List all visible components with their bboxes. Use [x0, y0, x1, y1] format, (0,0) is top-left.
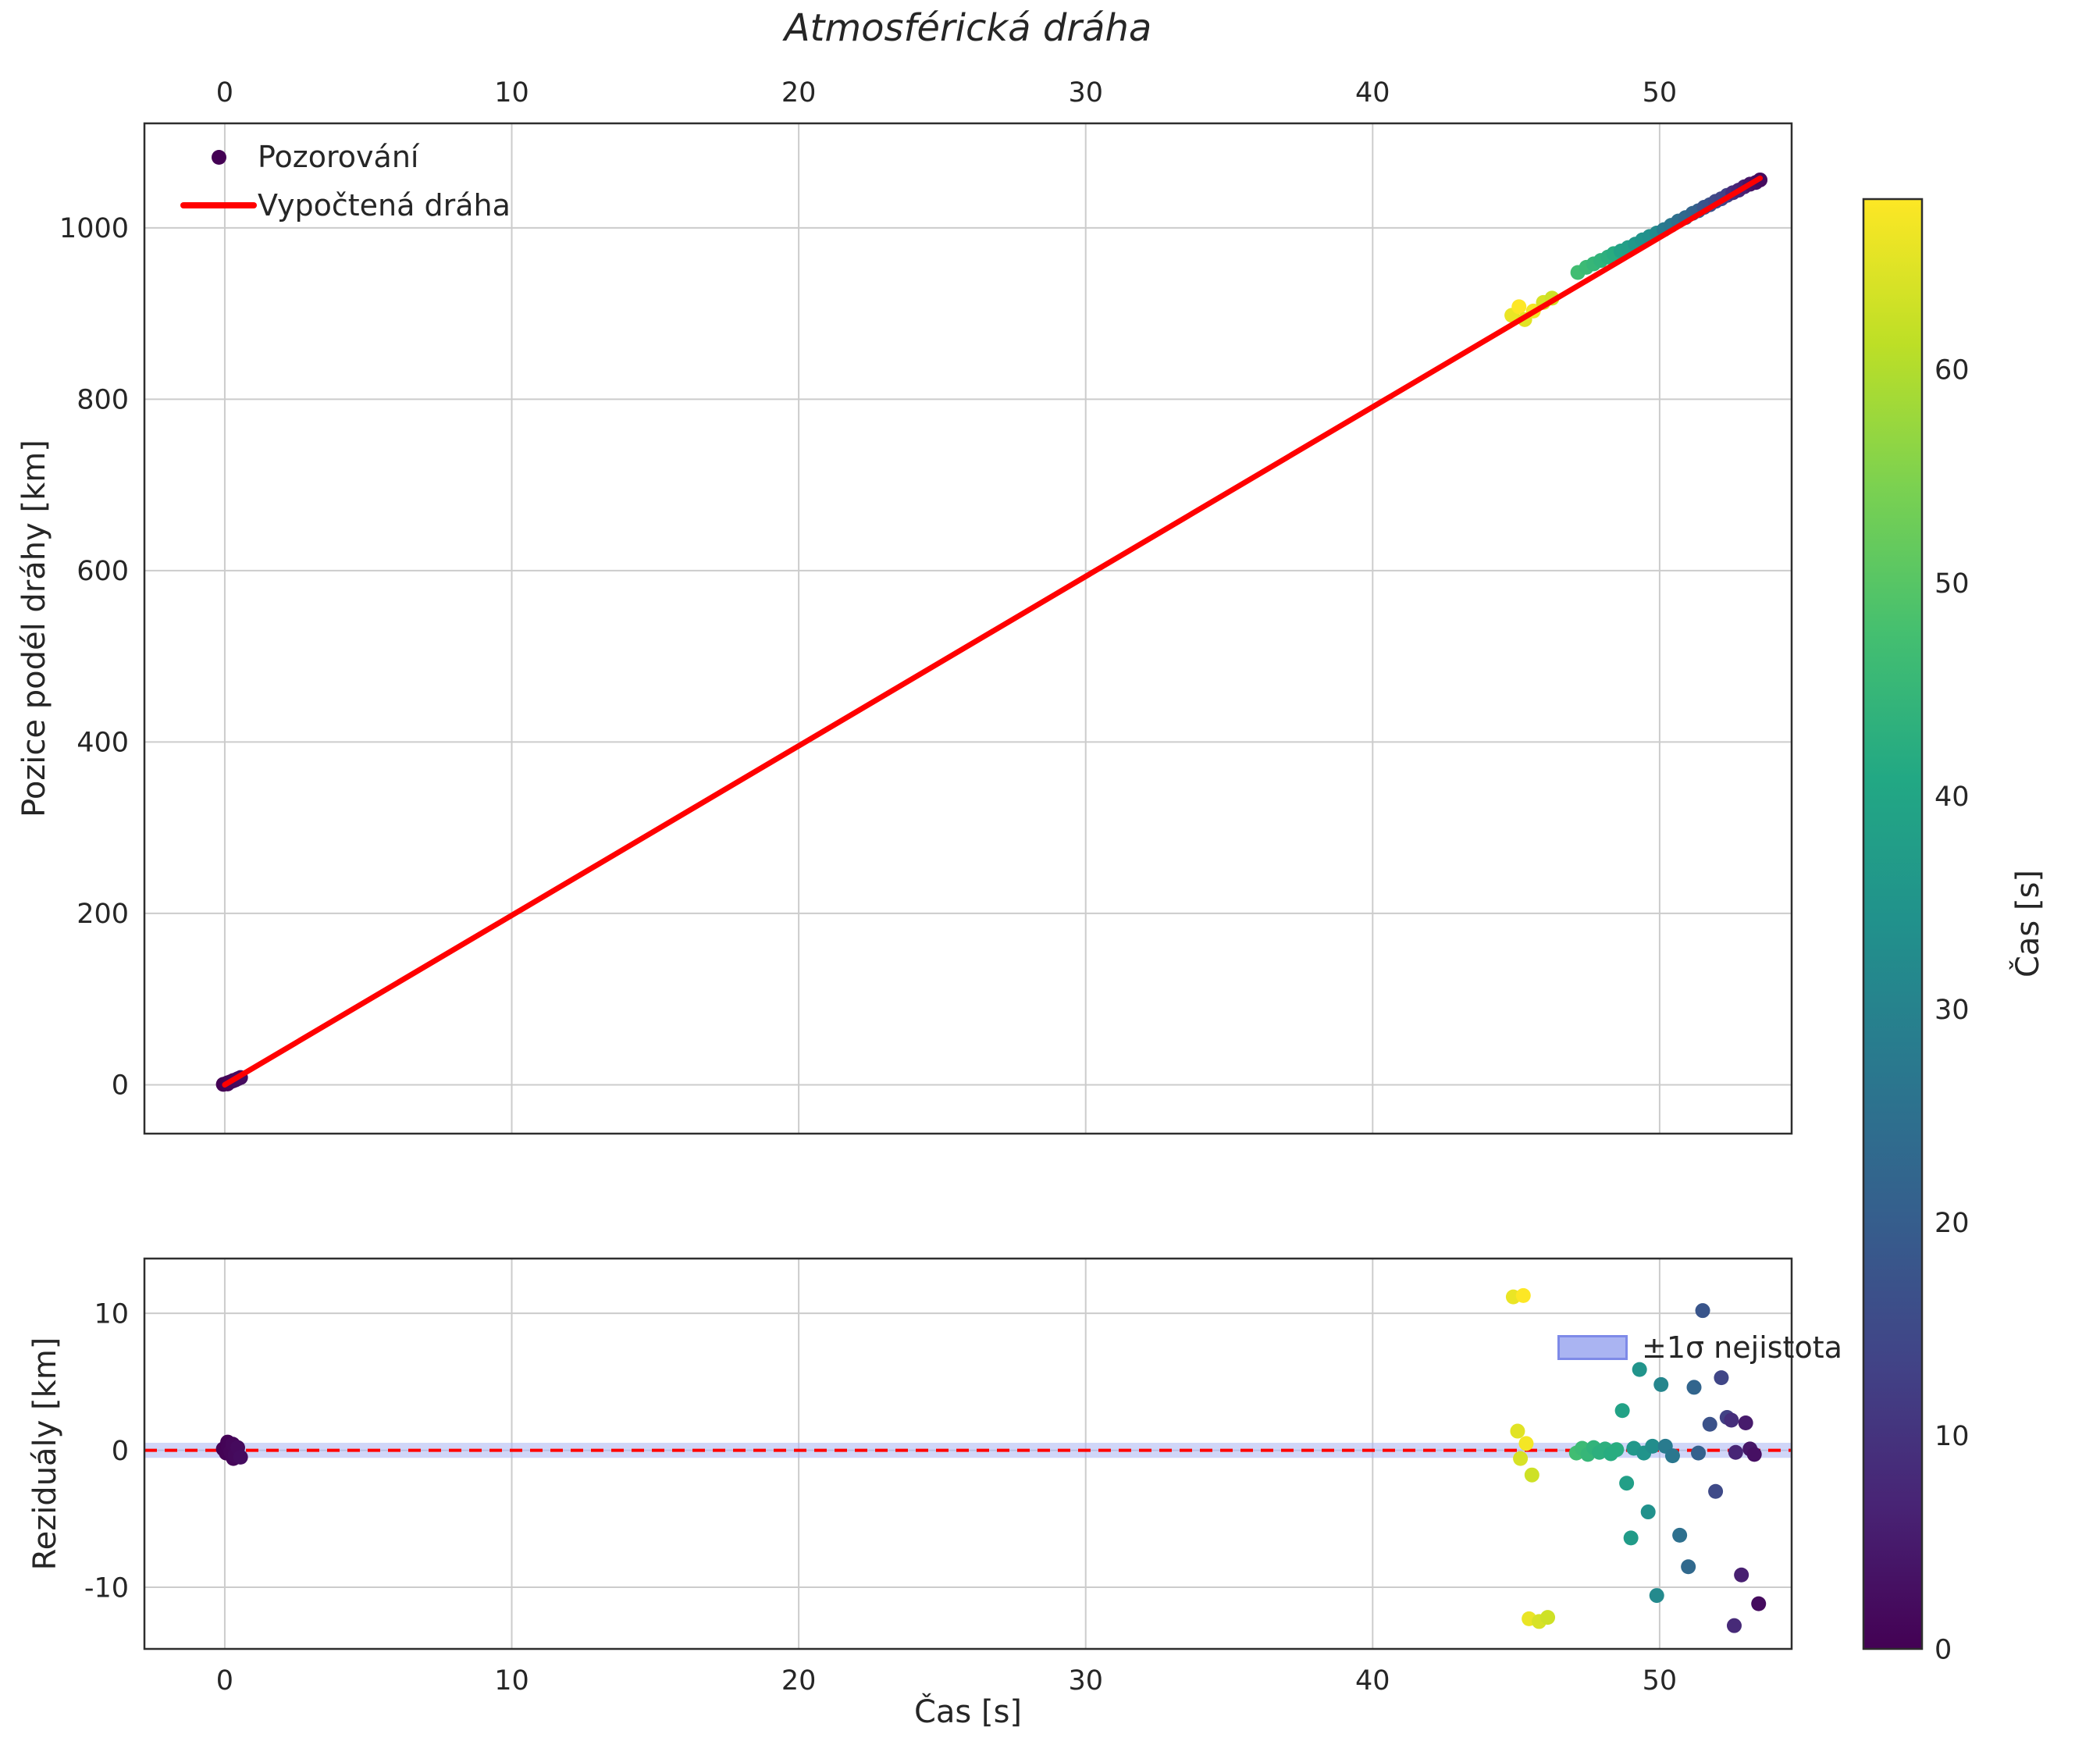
x-tick-label: 40 — [1355, 1665, 1390, 1697]
y-tick-label: 0 — [112, 1436, 129, 1467]
scatter-point — [233, 1449, 248, 1465]
x-tick-label: 30 — [1068, 1665, 1103, 1697]
scatter-point — [1640, 1504, 1656, 1520]
y-tick-label: 1000 — [59, 213, 129, 244]
scatter-point — [1746, 1447, 1762, 1462]
colorbar-gradient — [1863, 199, 1922, 1649]
scatter-point — [1540, 1610, 1556, 1625]
scatter-point — [1702, 1416, 1717, 1432]
x-tick-label: 0 — [216, 77, 233, 109]
y-tick-label: 10 — [94, 1298, 129, 1330]
colorbar-tick-label: 50 — [1934, 568, 1970, 600]
x-tick-label: 10 — [494, 77, 529, 109]
y-tick-label: 400 — [77, 728, 129, 759]
legend-swatch-area — [180, 202, 258, 208]
scatter-point — [1511, 299, 1527, 315]
scatter-point — [1515, 1287, 1531, 1303]
scatter-point — [1513, 1451, 1529, 1466]
scatter-point — [1649, 1588, 1664, 1604]
y-tick-label: 200 — [77, 899, 129, 930]
legend-item-fit: Vypočtená dráha — [180, 181, 511, 230]
colorbar: 0 10 20 30 40 50 60 — [1862, 198, 1970, 1665]
x-axis-label: Čas [s] — [913, 1694, 1023, 1730]
x-tick-label: 20 — [781, 1665, 817, 1697]
scatter-point — [1734, 1567, 1749, 1583]
colorbar-tick-label: 0 — [1934, 1634, 1952, 1665]
colorbar-tick-label: 60 — [1934, 355, 1970, 386]
scatter-point — [1691, 1445, 1707, 1461]
legend: Pozorování Vypočtená dráha — [180, 133, 511, 230]
colorbar-tick-label: 40 — [1934, 782, 1970, 813]
fit-line-swatch — [180, 202, 257, 208]
scatter-point — [1653, 1376, 1669, 1392]
scatter-point — [1524, 1467, 1539, 1483]
scatter-point — [1518, 1436, 1534, 1451]
panel-residuals: -10 0 10 0 10 20 30 40 50 — [84, 1257, 1793, 1697]
scatter-point — [1664, 1448, 1680, 1464]
scatter-point — [1724, 1412, 1739, 1428]
scatter-point — [1751, 1596, 1767, 1611]
band-legend: ±1σ nejistota — [1557, 1330, 1842, 1365]
scatter-point — [1728, 1444, 1743, 1460]
scatter-point — [1714, 1370, 1729, 1386]
colorbar-tick-label: 30 — [1934, 995, 1970, 1026]
scatter-point — [1645, 1438, 1660, 1454]
fit-line — [222, 175, 1764, 1088]
y-axis-label-position: Pozice podél dráhy [km] — [16, 440, 52, 817]
colorbar-tick-label: 10 — [1934, 1421, 1970, 1452]
scatter-point — [1738, 1415, 1753, 1431]
panel-trajectory: 0 200 400 600 800 1000 0 10 20 30 40 50 — [59, 77, 1793, 1135]
x-tick-label: 0 — [216, 1665, 233, 1697]
colorbar-label: Čas [s] — [2010, 869, 2046, 978]
scatter-point — [1614, 1403, 1630, 1419]
legend-fit-label: Vypočtená dráha — [258, 188, 511, 223]
band-label: ±1σ nejistota — [1642, 1330, 1842, 1365]
y-tick-label: 0 — [112, 1070, 129, 1102]
x-tick-label: 20 — [781, 77, 817, 109]
scatter-point — [1681, 1559, 1696, 1575]
y-tick-label: -10 — [84, 1572, 129, 1604]
chart-title: Atmosférická dráha — [784, 6, 1152, 50]
x-tick-label: 10 — [494, 1665, 529, 1697]
scatter-point — [1686, 1380, 1702, 1395]
x-tick-label: 50 — [1643, 77, 1678, 109]
axes-spine — [143, 1257, 1793, 1650]
x-tick-label: 50 — [1643, 1665, 1678, 1697]
band-swatch — [1557, 1335, 1628, 1360]
y-axis-label-residuals: Reziduály [km] — [27, 1337, 63, 1571]
legend-swatch-area — [180, 149, 258, 165]
scatter-point — [1672, 1527, 1688, 1543]
scatter-point — [1609, 1442, 1625, 1458]
x-tick-label: 40 — [1355, 77, 1390, 109]
scatter-point — [1708, 1483, 1724, 1499]
scatter-point — [1632, 1362, 1647, 1377]
scatter-point — [1726, 1618, 1742, 1633]
observations-marker-icon — [211, 149, 226, 165]
legend-observations-label: Pozorování — [258, 140, 419, 174]
scatter-point — [1695, 1303, 1710, 1319]
legend-item-observations: Pozorování — [180, 133, 511, 181]
y-tick-label: 600 — [77, 556, 129, 587]
axes-spine — [143, 122, 1793, 1135]
y-tick-label: 800 — [77, 385, 129, 416]
x-tick-label: 30 — [1068, 77, 1103, 109]
scatter-point — [1510, 1423, 1525, 1439]
scatter-point — [1619, 1476, 1635, 1491]
scatter-point — [1623, 1530, 1639, 1546]
colorbar-tick-label: 20 — [1934, 1208, 1970, 1239]
colorbar-outline — [1862, 198, 1924, 1650]
